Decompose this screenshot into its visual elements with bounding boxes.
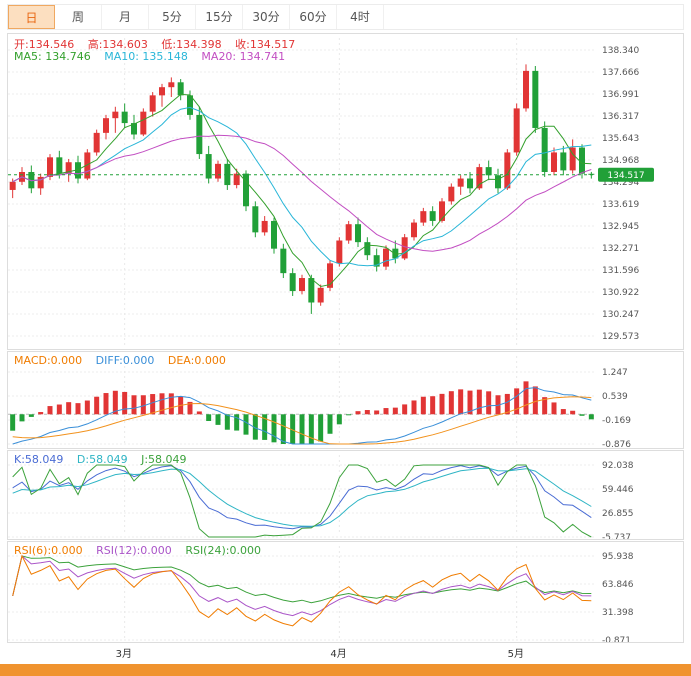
timeframe-tab-7[interactable]: 4时 <box>337 5 384 29</box>
macd-panel: 1.247 0.539 -0.169 -0.876 MACD:0.000 DIFF:0… <box>7 351 684 449</box>
macd-canvas[interactable]: 1.247 0.539 -0.169 -0.876 <box>8 352 684 448</box>
svg-text:136.317: 136.317 <box>602 112 639 122</box>
timeframe-tab-6[interactable]: 60分 <box>290 5 337 29</box>
svg-text:131.596: 131.596 <box>602 266 639 276</box>
svg-text:1.247: 1.247 <box>602 368 628 378</box>
svg-text:63.846: 63.846 <box>602 580 634 590</box>
main-chart-panel: 138.340 137.666 136.991 136.317 135.643 134.9… <box>7 33 684 350</box>
svg-text:134.517: 134.517 <box>607 171 644 181</box>
svg-text:92.038: 92.038 <box>602 461 634 471</box>
svg-text:0.539: 0.539 <box>602 392 628 402</box>
x-axis-month-label: 5月 <box>507 649 525 660</box>
main-chart-canvas[interactable]: 138.340 137.666 136.991 136.317 135.643 134.9… <box>8 34 684 349</box>
bottom-accent-bar <box>0 664 691 676</box>
timeframe-tab-0[interactable]: 日 <box>8 5 55 29</box>
svg-text:-0.876: -0.876 <box>602 440 631 448</box>
svg-text:-5.737: -5.737 <box>602 533 631 539</box>
svg-text:130.247: 130.247 <box>602 310 639 320</box>
timeframe-tab-3[interactable]: 5分 <box>149 5 196 29</box>
svg-text:134.294: 134.294 <box>602 178 639 188</box>
rsi-panel: 95.938 63.846 31.398 -0.871 RSI(6):0.000 RS… <box>7 541 684 643</box>
kdj-canvas[interactable]: 92.038 59.446 26.855 -5.737 <box>8 451 684 539</box>
timeframe-tab-5[interactable]: 30分 <box>243 5 290 29</box>
svg-text:-0.871: -0.871 <box>602 636 631 642</box>
svg-text:136.991: 136.991 <box>602 90 639 100</box>
rsi-canvas[interactable]: 95.938 63.846 31.398 -0.871 <box>8 542 684 642</box>
svg-text:138.340: 138.340 <box>602 46 639 56</box>
current-price-badge <box>598 167 654 182</box>
candlesticks <box>9 64 595 314</box>
svg-text:59.446: 59.446 <box>602 485 634 495</box>
x-axis-month-labels: 3月 4月 5月 <box>7 644 684 660</box>
svg-text:133.619: 133.619 <box>602 200 639 210</box>
svg-text:132.945: 132.945 <box>602 222 639 232</box>
svg-text:129.573: 129.573 <box>602 332 639 342</box>
trading-chart-app: 日周月 5分 15分 30分 60分 4时 138.340 137.666 136.991 13… <box>0 4 691 676</box>
svg-text:26.855: 26.855 <box>602 509 634 519</box>
kdj-panel: 92.038 59.446 26.855 -5.737 K:58.049 D:58.0… <box>7 450 684 540</box>
timeframe-tab-2[interactable]: 月 <box>102 5 149 29</box>
timeframe-tabbar: 日周月 5分 15分 30分 60分 4时 <box>7 4 684 30</box>
svg-text:130.922: 130.922 <box>602 288 639 298</box>
svg-text:132.271: 132.271 <box>602 244 639 254</box>
svg-text:135.643: 135.643 <box>602 134 639 144</box>
svg-text:95.938: 95.938 <box>602 552 634 562</box>
svg-text:31.398: 31.398 <box>602 608 634 618</box>
timeframe-tab-1[interactable]: 周 <box>55 5 102 29</box>
svg-text:-0.169: -0.169 <box>602 416 631 426</box>
svg-text:137.666: 137.666 <box>602 68 639 78</box>
x-axis-month-label: 3月 <box>115 649 133 660</box>
timeframe-tab-4[interactable]: 15分 <box>196 5 243 29</box>
svg-text:134.968: 134.968 <box>602 156 639 166</box>
x-axis-month-label: 4月 <box>330 649 347 660</box>
